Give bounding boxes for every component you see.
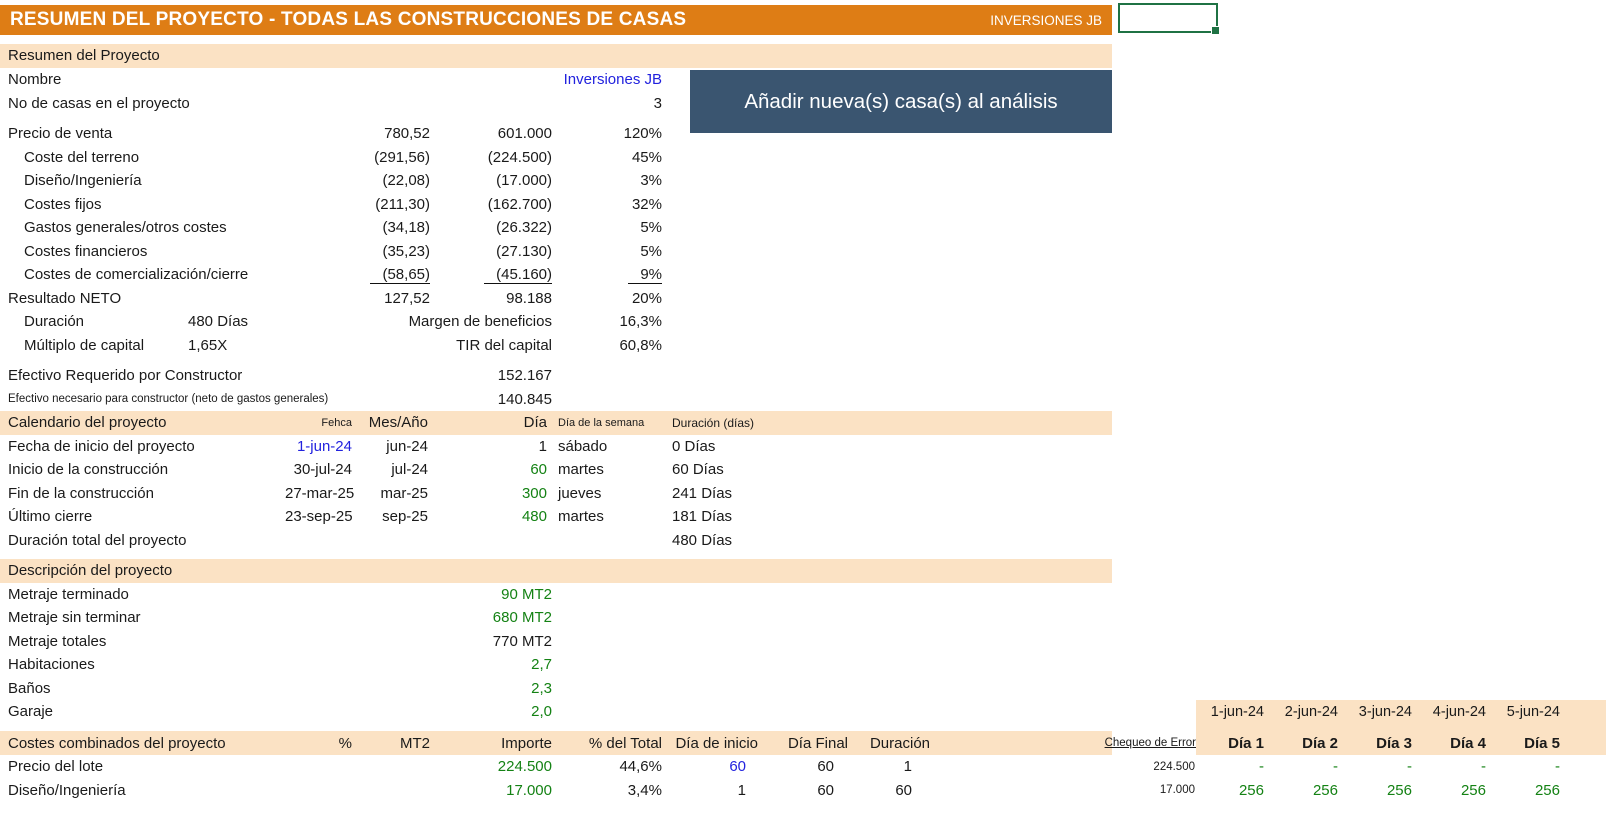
col-header-mes: Mes/Año	[368, 414, 428, 432]
section-band-costes: Costes combinados del proyecto % MT2 Imp…	[0, 731, 1112, 755]
date-header-row: 1-jun-24 2-jun-24 3-jun-24 4-jun-24 5-ju…	[1196, 700, 1606, 724]
cash-row: Efectivo necesario para constructor (net…	[8, 390, 552, 408]
day-header: Día 4	[1450, 734, 1486, 752]
brand-label: INVERSIONES JB	[990, 12, 1102, 28]
day-value: 256	[1534, 781, 1560, 799]
calendar-row: Fecha de inicio del proyecto 1-jun-24 ju…	[8, 437, 716, 455]
description-row: Metraje totales 770 MT2	[8, 632, 552, 650]
houses-count-value: 3	[653, 94, 662, 112]
section-title: Resumen del Proyecto	[8, 47, 160, 65]
col-header-dia-final: Día Final	[787, 734, 848, 752]
add-houses-button[interactable]: Añadir nueva(s) casa(s) al análisis	[690, 70, 1112, 133]
description-row: Metraje terminado 90 MT2	[8, 585, 552, 603]
col-header-importe: Importe	[501, 734, 552, 752]
col-header-mt2: MT2	[400, 734, 430, 752]
project-name-value: Inversiones JB	[563, 71, 662, 89]
cost-row: Precio del lote 224.500 44,6% 60 60 1	[8, 758, 912, 776]
cost-row: Diseño/Ingeniería 17.000 3,4% 1 60 60	[8, 781, 912, 799]
col-header-duracion: Duración	[869, 734, 930, 752]
day-header: Día 5	[1524, 734, 1560, 752]
col-header-dia: Día	[523, 414, 547, 432]
pnl-row: Costes fijos (211,30) (162.700) 32%	[24, 195, 662, 213]
calendar-total-row: Duración total del proyecto 480 Días	[8, 531, 733, 549]
cash-row: Efectivo Requerido por Constructor 152.1…	[8, 367, 552, 385]
day-value: -	[1259, 758, 1264, 776]
page-title: RESUMEN DEL PROYECTO - TODAS LAS CONSTRU…	[10, 9, 687, 30]
day-value: -	[1481, 758, 1486, 776]
pnl-row: Precio de venta 780,52 601.000 120%	[8, 125, 662, 143]
col-header-pct: %	[338, 734, 352, 752]
title-bar: RESUMEN DEL PROYECTO - TODAS LAS CONSTRU…	[0, 5, 1112, 35]
col-header-semana: Día de la semana	[558, 416, 645, 429]
pnl-row: Coste del terreno (291,56) (224.500) 45%	[24, 148, 662, 166]
day-values-row: - - - - -	[1196, 755, 1606, 779]
section-title: Descripción del proyecto	[8, 562, 173, 580]
section-band-calendario: Calendario del proyecto Fehca Mes/Año Dí…	[0, 411, 1112, 435]
row-label: Nombre	[8, 71, 62, 89]
calendar-row: Fin de la construcción 27-mar-25 mar-25 …	[8, 484, 733, 502]
day-value: -	[1407, 758, 1412, 776]
section-title: Costes combinados del proyecto	[8, 734, 226, 752]
add-houses-button-label: Añadir nueva(s) casa(s) al análisis	[744, 89, 1058, 113]
pnl-row-underlined: Costes de comercialización/cierre (58,65…	[24, 265, 662, 284]
row-nombre: Nombre Inversiones JB	[0, 68, 1112, 92]
date-header: 1-jun-24	[1210, 703, 1264, 720]
day-grid-background	[1196, 699, 1606, 755]
pnl-row-net: Resultado NETO 127,52 98.188 20%	[8, 289, 662, 307]
fill-handle[interactable]	[1211, 26, 1220, 35]
metric-row: Duración 480 Días Margen de beneficios 1…	[24, 313, 662, 331]
day-value: -	[1555, 758, 1560, 776]
col-header-fecha: Fehca	[321, 416, 352, 429]
day-value: 256	[1312, 781, 1338, 799]
day-value: -	[1333, 758, 1338, 776]
date-header: 5-jun-24	[1506, 703, 1560, 720]
main-content: Nombre Inversiones JB No de casas en el …	[0, 68, 1112, 802]
day-value: 256	[1460, 781, 1486, 799]
calendar-row: Inicio de la construcción 30-jul-24 jul-…	[8, 461, 724, 479]
date-header: 4-jun-24	[1432, 703, 1486, 720]
error-check-value: 17.000	[1159, 784, 1195, 797]
section-band-descripcion: Descripción del proyecto	[0, 559, 1112, 583]
day-value: 256	[1238, 781, 1264, 799]
row-label: No de casas en el proyecto	[8, 94, 190, 112]
pnl-row: Costes financieros (35,23) (27.130) 5%	[24, 242, 662, 260]
pnl-row: Diseño/Ingeniería (22,08) (17.000) 3%	[24, 172, 662, 190]
metric-row: Múltiplo de capital 1,65X TIR del capita…	[24, 336, 662, 354]
error-check-header: Chequeo de Error	[1104, 737, 1196, 749]
description-row: Habitaciones 2,7	[8, 656, 552, 674]
day-value: 256	[1386, 781, 1412, 799]
day-header: Día 1	[1228, 734, 1264, 752]
section-band-resumen: Resumen del Proyecto	[0, 44, 1112, 68]
day-header: Día 2	[1302, 734, 1338, 752]
error-check-value: 224.500	[1153, 760, 1195, 773]
col-header-pct-total: % del Total	[588, 734, 662, 752]
calendar-row: Último cierre 23-sep-25 sep-25 480 marte…	[8, 508, 733, 526]
selected-cell[interactable]	[1118, 3, 1220, 35]
col-header-duracion: Duración (días)	[672, 415, 755, 430]
description-row: Garaje 2,0	[8, 703, 552, 721]
day-header: Día 3	[1376, 734, 1412, 752]
day-header-row: Día 1 Día 2 Día 3 Día 4 Día 5	[1196, 731, 1606, 755]
date-header: 3-jun-24	[1358, 703, 1412, 720]
col-header-dia-inicio: Día de inicio	[675, 734, 758, 752]
row-num-casas: No de casas en el proyecto 3	[0, 92, 1112, 116]
description-row: Metraje sin terminar 680 MT2	[8, 609, 552, 627]
pnl-row: Gastos generales/otros costes (34,18) (2…	[24, 219, 662, 237]
date-header: 2-jun-24	[1284, 703, 1338, 720]
section-title: Calendario del proyecto	[8, 414, 167, 432]
description-row: Baños 2,3	[8, 679, 552, 697]
day-values-row: 256 256 256 256 256	[1196, 779, 1606, 803]
